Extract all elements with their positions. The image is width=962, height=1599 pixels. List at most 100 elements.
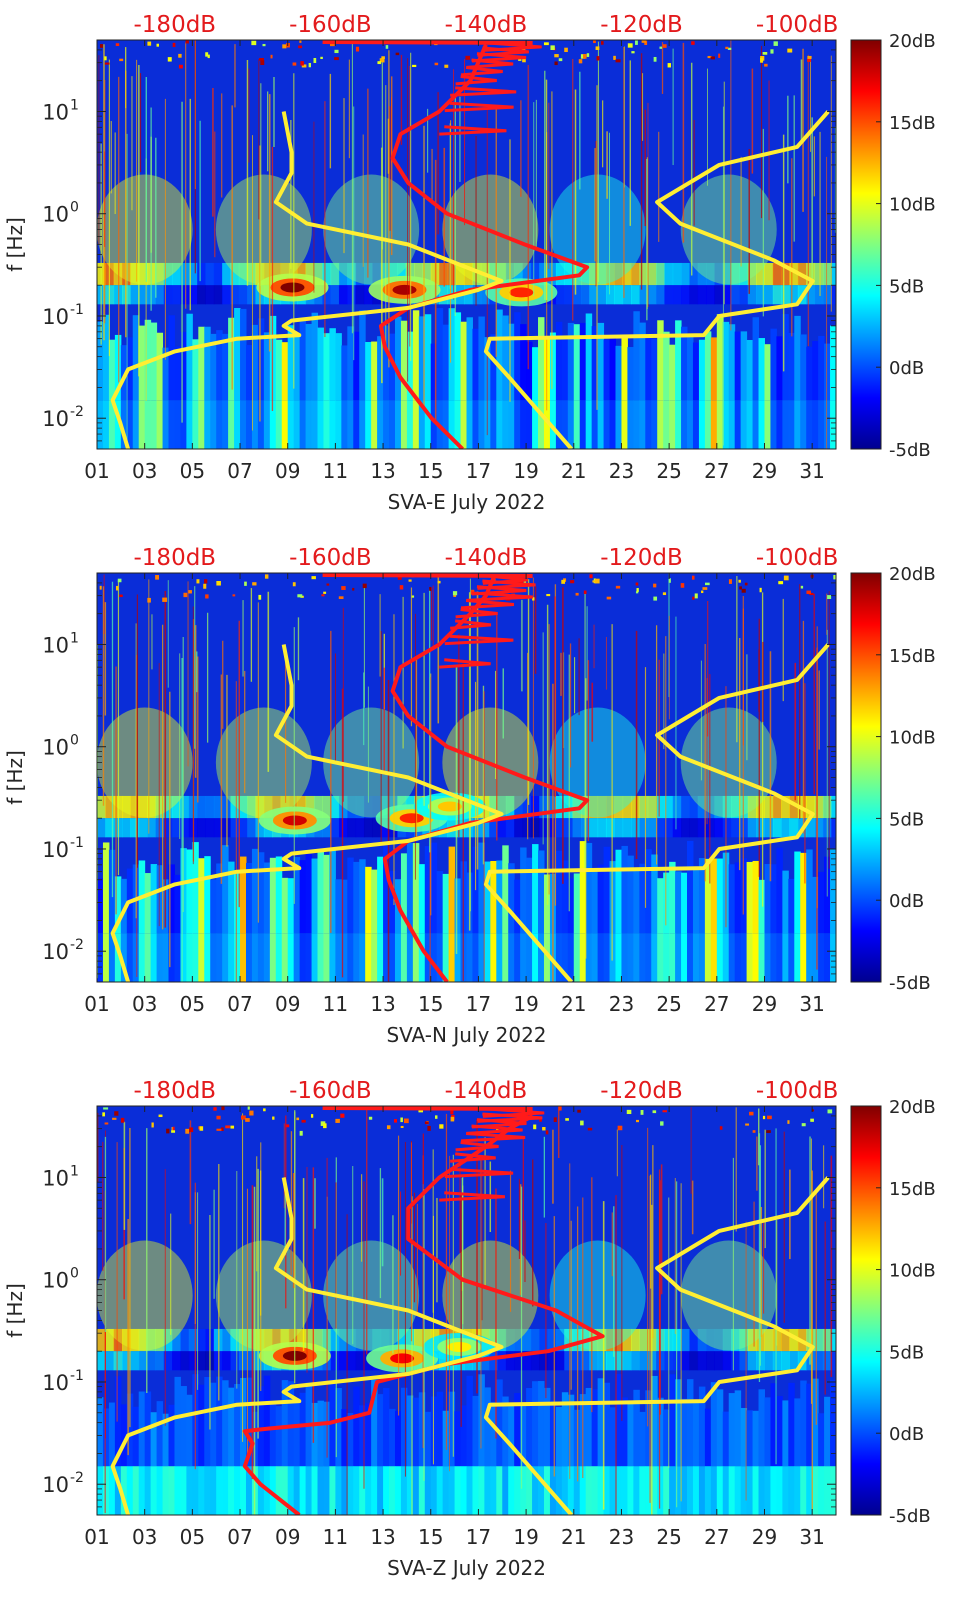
colorbar-label-0dB: 0dB bbox=[889, 891, 924, 912]
x-tick-label-23: 23 bbox=[609, 992, 634, 1016]
x-tick-label-07: 07 bbox=[227, 459, 252, 483]
top-axis-label-m120dB: -120dB bbox=[600, 545, 683, 571]
x-tick-label-13: 13 bbox=[370, 459, 395, 483]
hotspot-core-1 bbox=[280, 282, 305, 293]
x-tick-label-27: 27 bbox=[704, 992, 729, 1016]
y-tick-exponent-0: 0 bbox=[70, 1266, 79, 1282]
yellow-lower-curve bbox=[110, 644, 504, 982]
low-frequency-columns bbox=[97, 307, 836, 449]
x-tick-label-23: 23 bbox=[609, 459, 634, 483]
top-axis-label-m100dB: -100dB bbox=[756, 12, 839, 38]
colorbar-label-0dB: 0dB bbox=[889, 358, 924, 379]
low-frequency-columns bbox=[97, 1374, 836, 1515]
colorbar-label-10dB: 10dB bbox=[889, 195, 936, 216]
colorbar-label-5dB: 5dB bbox=[889, 809, 924, 830]
x-tick-label-21: 21 bbox=[561, 992, 586, 1016]
panel-sva-e: 01 03 05 07 09 11 13 15 17 19 21 23 25 27 29 31 SVA-E Ju… bbox=[0, 0, 962, 533]
top-axis-label-m160dB: -160dB bbox=[289, 545, 372, 571]
y-tick-exponent-1: 1 bbox=[70, 1163, 79, 1179]
x-tick-label-23: 23 bbox=[609, 1525, 634, 1549]
y-tick-exponent-0: 0 bbox=[70, 200, 79, 216]
red-curve-top-trace bbox=[322, 573, 533, 578]
diffuse-energy bbox=[97, 1240, 777, 1351]
x-tick-label-21: 21 bbox=[561, 1525, 586, 1549]
x-tick-label-11: 11 bbox=[323, 459, 348, 483]
y-tick-exponent--2: -2 bbox=[70, 404, 84, 420]
x-tick-label-15: 15 bbox=[418, 992, 443, 1016]
colorbar-label-5dB: 5dB bbox=[889, 276, 924, 297]
top-axis-label-m180dB: -180dB bbox=[134, 12, 217, 38]
colorbar bbox=[850, 572, 882, 983]
yellow-upper-curve bbox=[483, 1176, 830, 1515]
top-axis-label-m140dB: -140dB bbox=[445, 1078, 528, 1104]
colorbar bbox=[850, 39, 882, 450]
hotspot-core-2 bbox=[399, 813, 424, 824]
x-tick-label-17: 17 bbox=[466, 1525, 491, 1549]
x-tick-label-09: 09 bbox=[275, 459, 300, 483]
panel-sva-n: 01 03 05 07 09 11 13 15 17 19 21 23 25 27 29 31 SVA-N Ju… bbox=[0, 533, 962, 1066]
low-frequency-columns bbox=[97, 840, 836, 982]
y-tick-exponent--1: -1 bbox=[70, 835, 84, 851]
x-tick-label-25: 25 bbox=[656, 1525, 681, 1549]
red-curve-fringes bbox=[322, 40, 542, 136]
y-tick-label--1: 10 bbox=[42, 1371, 69, 1395]
x-tick-label-25: 25 bbox=[656, 459, 681, 483]
y-tick-label--1: 10 bbox=[42, 838, 69, 862]
y-tick-exponent--2: -2 bbox=[70, 1470, 84, 1486]
y-tick-label--2: 10 bbox=[42, 407, 69, 431]
x-tick-label-19: 19 bbox=[513, 1525, 538, 1549]
top-axis-label-m180dB: -180dB bbox=[134, 545, 217, 571]
red-curve-top-trace bbox=[322, 40, 533, 45]
x-tick-label-27: 27 bbox=[704, 1525, 729, 1549]
x-tick-label-29: 29 bbox=[752, 1525, 777, 1549]
y-tick-exponent--1: -1 bbox=[70, 1368, 84, 1384]
colorbar-label-20dB: 20dB bbox=[889, 1097, 936, 1118]
colorbar-label-10dB: 10dB bbox=[889, 728, 936, 749]
y-tick-label-0: 10 bbox=[42, 1269, 69, 1293]
x-tick-label-31: 31 bbox=[799, 459, 824, 483]
x-tick-label-03: 03 bbox=[132, 459, 157, 483]
panel-sva-z: 01 03 05 07 09 11 13 15 17 19 21 23 25 27 29 31 SVA-Z Ju… bbox=[0, 1066, 962, 1599]
x-tick-label-03: 03 bbox=[132, 992, 157, 1016]
x-tick-label-31: 31 bbox=[799, 1525, 824, 1549]
x-axis-label: SVA-Z July 2022 bbox=[387, 1556, 546, 1580]
top-axis-label-m140dB: -140dB bbox=[445, 545, 528, 571]
top-axis-label-m120dB: -120dB bbox=[600, 12, 683, 38]
x-tick-label-29: 29 bbox=[752, 459, 777, 483]
x-tick-label-07: 07 bbox=[227, 992, 252, 1016]
x-tick-label-01: 01 bbox=[84, 459, 109, 483]
x-tick-label-29: 29 bbox=[752, 992, 777, 1016]
spectrogram-area bbox=[97, 40, 836, 449]
top-axis-label-m100dB: -100dB bbox=[756, 545, 839, 571]
y-tick-label-1: 10 bbox=[42, 633, 69, 657]
x-tick-label-19: 19 bbox=[513, 459, 538, 483]
colorbar-label-10dB: 10dB bbox=[889, 1261, 936, 1282]
x-tick-label-19: 19 bbox=[513, 992, 538, 1016]
y-tick-label-0: 10 bbox=[42, 203, 69, 227]
red-noise-curve bbox=[242, 1114, 605, 1515]
hotspot-core-1 bbox=[282, 815, 307, 826]
x-tick-label-31: 31 bbox=[799, 992, 824, 1016]
x-tick-label-09: 09 bbox=[275, 1525, 300, 1549]
colorbar-label-m5dB: -5dB bbox=[889, 1506, 931, 1527]
x-tick-label-13: 13 bbox=[370, 1525, 395, 1549]
colorbar-label-15dB: 15dB bbox=[889, 1179, 936, 1200]
yellow-upper-curve bbox=[483, 643, 830, 982]
colorbar-label-5dB: 5dB bbox=[889, 1342, 924, 1363]
top-axis-label-m120dB: -120dB bbox=[600, 1078, 683, 1104]
y-tick-exponent--1: -1 bbox=[70, 302, 84, 318]
colorbar-label-m5dB: -5dB bbox=[889, 973, 931, 994]
x-tick-label-13: 13 bbox=[370, 992, 395, 1016]
hotspot-core-3 bbox=[509, 287, 534, 298]
top-axis-label-m100dB: -100dB bbox=[756, 1078, 839, 1104]
x-tick-label-09: 09 bbox=[275, 992, 300, 1016]
x-tick-label-11: 11 bbox=[323, 1525, 348, 1549]
top-axis-label-m160dB: -160dB bbox=[289, 1078, 372, 1104]
spectrogram-area bbox=[97, 573, 836, 982]
colorbar-label-15dB: 15dB bbox=[889, 646, 936, 667]
y-tick-label-1: 10 bbox=[42, 1166, 69, 1190]
x-tick-label-27: 27 bbox=[704, 459, 729, 483]
